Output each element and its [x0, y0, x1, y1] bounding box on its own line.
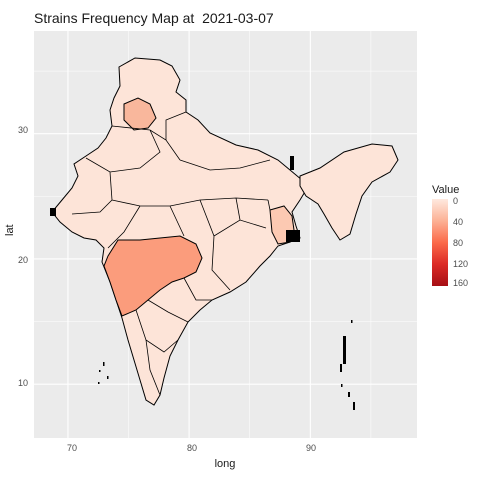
coastal-detail: [50, 156, 300, 242]
x-tick-label: 70: [66, 443, 78, 453]
india-map: [50, 57, 399, 410]
legend-label: 40: [453, 217, 464, 227]
region-maharashtra[interactable]: [103, 235, 203, 317]
region-northeast[interactable]: [299, 143, 399, 241]
y-tick-label: 10: [17, 378, 28, 388]
legend-colorbar: [432, 199, 448, 286]
x-axis-title: long: [214, 458, 236, 470]
x-tick-label: 80: [186, 443, 198, 453]
legend-label: 160: [453, 278, 469, 288]
lakshadweep-islands: [98, 362, 109, 384]
legend-label: 120: [453, 259, 469, 269]
legend-title: Value: [432, 184, 460, 196]
state-borders: [71, 111, 271, 396]
y-tick-label: 20: [17, 255, 28, 265]
y-axis-title: lat: [4, 224, 16, 236]
region-mainland[interactable]: [51, 57, 307, 406]
x-tick-label: 90: [305, 443, 317, 453]
andaman-nicobar-islands: [340, 320, 355, 410]
chart-title: Strains Frequency Map at 2021-03-07: [34, 10, 274, 26]
region-punjab[interactable]: [123, 97, 157, 131]
legend-label: 0: [453, 196, 459, 206]
legend-label: 80: [453, 238, 464, 248]
y-tick-label: 30: [17, 125, 28, 135]
